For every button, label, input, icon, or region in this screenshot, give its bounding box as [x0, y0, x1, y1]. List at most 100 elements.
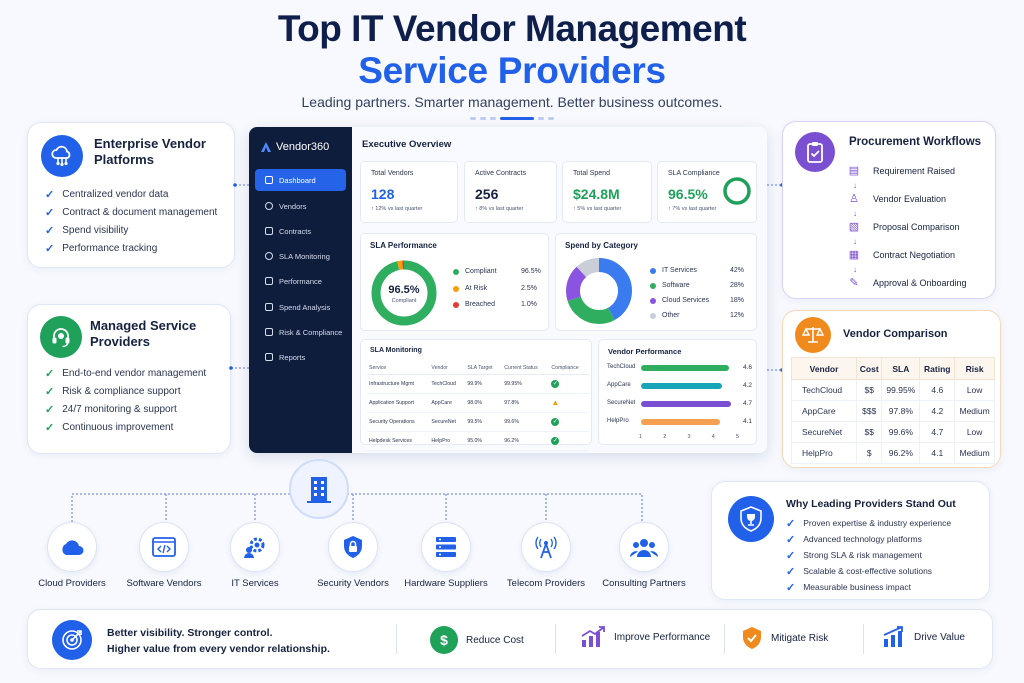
shield-icon [265, 328, 273, 336]
divider [863, 624, 864, 654]
why-providers-card: Why Leading Providers Stand Out ✓ Proven … [711, 481, 990, 600]
category-label: Telecom Providers [506, 578, 586, 589]
legend-item: Compliant 96.5% [453, 268, 541, 275]
bar [641, 419, 720, 425]
shield-icon [743, 627, 761, 649]
sidebar-item-performance[interactable]: Performance [255, 270, 346, 292]
sidebar-item-spend-analysis[interactable]: Spend Analysis [255, 296, 346, 318]
check-icon: ✓ [786, 549, 796, 562]
category-software-vendors[interactable]: Software Vendors [104, 522, 224, 589]
divider [555, 624, 556, 654]
contract-icon: ▦ [848, 249, 860, 261]
legend-item: Other 12% [650, 312, 744, 319]
vendor-performance-panel: Vendor Performance TechCloud 4.6 AppCare 4… [598, 339, 757, 445]
warning-icon: ▲ [551, 398, 560, 407]
table-row[interactable]: HelpPro $96.2% 4.1 Medium [790, 442, 995, 464]
workflow-step: ✎ Approval & Onboarding [847, 276, 987, 292]
kpi-card-total-spend[interactable]: Total Spend $24.8M ↑ 5% vs last quarter [562, 161, 652, 223]
list-item: ✓ Performance tracking [45, 242, 158, 255]
category-security-vendors[interactable]: Security Vendors [293, 522, 413, 589]
sidebar-item-sla-monitoring[interactable]: SLA Monitoring [255, 245, 346, 267]
check-icon: ✓ [45, 403, 55, 416]
category-cloud-providers[interactable]: Cloud Providers [12, 522, 132, 589]
kpi-card-total-vendors[interactable]: Total Vendors 128 ↑ 12% vs last quarter [360, 161, 458, 223]
enterprise-vendor-card: Enterprise Vendor Platforms ✓ Centralized… [27, 122, 235, 268]
benefit-mitigate-risk: Mitigate Risk [741, 626, 828, 650]
sidebar-item-dashboard[interactable]: Dashboard [255, 169, 346, 191]
check-icon: ✓ [45, 367, 55, 380]
sidebar-item-reports[interactable]: Reports [255, 346, 346, 368]
category-consulting-partners[interactable]: Consulting Partners [584, 522, 704, 589]
kpi-card-sla-compliance[interactable]: SLA Compliance 96.5% ↑ 7% vs last quarte… [657, 161, 757, 223]
why-list: ✓ Proven expertise & industry experience … [786, 515, 951, 595]
workflow-step: ▦ Contract Negotiation [848, 249, 956, 261]
tagline: Higher value from every vendor relations… [107, 643, 330, 655]
donut-center-label: Compliant [391, 298, 417, 304]
bar [641, 365, 730, 371]
category-telecom-providers[interactable]: Telecom Providers [486, 522, 606, 589]
workflow-step: ▧ Proposal Comparison [848, 221, 960, 233]
category-it-services[interactable]: IT Services [195, 522, 315, 589]
sidebar-item-risk-compliance[interactable]: Risk & Compliance [255, 321, 346, 343]
legend-item: Cloud Services 18% [650, 297, 744, 304]
table-row[interactable]: Infrastructure Mgmt TechCloud 99.9% 99.95% … [367, 374, 589, 394]
gear-person-icon [230, 522, 280, 572]
page-title: Top IT Vendor Management [277, 8, 747, 49]
tagline: Better visibility. Stronger control. [107, 627, 273, 639]
title-divider [470, 117, 560, 121]
tick-label: 5 [735, 434, 739, 440]
column-header: SLA [881, 357, 921, 380]
column-header: Rating [919, 357, 956, 380]
kpi-card-active-contracts[interactable]: Active Contracts 256 ↑ 8% vs last quarte… [464, 161, 557, 223]
table-row[interactable]: AppCare $$$ 97.8% 4.2 Medium [790, 400, 995, 422]
bar [641, 401, 732, 407]
vendor-comparison-card: Vendor Comparison Vendor Cost SLA Rating… [782, 310, 1001, 468]
list-item: ✓ Advanced technology platforms [786, 533, 922, 546]
table-row[interactable]: Helpdesk Services HelpPro 95.0% 96.2% ✓ [367, 431, 589, 451]
dashboard-main: Executive Overview Total Vendors 128 ↑ 1… [352, 127, 767, 453]
page-title-accent: Service Providers [358, 50, 666, 91]
sidebar-item-contracts[interactable]: Contracts [255, 220, 346, 242]
check-icon: ✓ [786, 517, 796, 530]
headset-icon [40, 316, 82, 358]
column-header: Vendor [429, 362, 466, 375]
column-header: Current Status [502, 362, 550, 375]
table-row[interactable]: Application Support AppCare 98.0% 97.8% ▲ [367, 393, 589, 413]
dashboard-window: Vendor360 Dashboard Vendors Contracts SL… [249, 127, 767, 453]
table-row[interactable]: Security Operations SecureNet 99.5% 99.6% ✓ [367, 412, 589, 432]
table-row[interactable]: SecureNet $$ 99.6% 4.7 Low [790, 421, 995, 443]
category-label: Software Vendors [126, 578, 202, 589]
compliance-check-icon: ✓ [551, 380, 560, 388]
brand-logo-icon [261, 142, 271, 152]
chart-icon [265, 277, 273, 285]
target-icon [52, 620, 92, 660]
check-icon: ✓ [45, 206, 55, 219]
card-title: Vendor Comparison [843, 328, 948, 340]
document-icon: ▤ [848, 165, 860, 177]
panel-title: Vendor Performance [608, 347, 682, 356]
dollar-down-icon: $ [430, 626, 458, 654]
home-icon [265, 176, 273, 184]
user-search-icon: ♙ [849, 193, 859, 205]
check-icon: ✓ [786, 533, 796, 546]
kpi-delta: ↑ 5% vs last quarter [573, 206, 622, 212]
report-icon [265, 353, 273, 361]
clipboard-check-icon [795, 132, 835, 172]
trophy-shield-icon [728, 496, 774, 542]
card-title: Procurement Workflows [849, 136, 982, 148]
spend-by-category-panel: Spend by Category IT Services 42% Softwar… [555, 233, 757, 331]
legend-dot [453, 268, 459, 275]
sidebar-item-vendors[interactable]: Vendors [255, 195, 346, 217]
table-row[interactable]: TechCloud $$ 99.95% 4.6 Low [790, 379, 995, 401]
approval-icon: ✎ [849, 277, 859, 289]
panel-title: Spend by Category [565, 241, 638, 250]
users-icon [265, 202, 273, 210]
tick-label: 3 [687, 434, 691, 440]
list-item: ✓ Continuous improvement [45, 421, 174, 434]
arrow-down-icon: ↓ [853, 181, 857, 190]
category-hardware-suppliers[interactable]: Hardware Suppliers [386, 522, 506, 589]
legend-item: At Risk 2.5% [453, 285, 537, 292]
legend-item: IT Services 42% [650, 267, 744, 274]
list-item: ✓ Proven expertise & industry experience [786, 517, 952, 530]
arrow-down-icon: ↓ [853, 237, 857, 246]
